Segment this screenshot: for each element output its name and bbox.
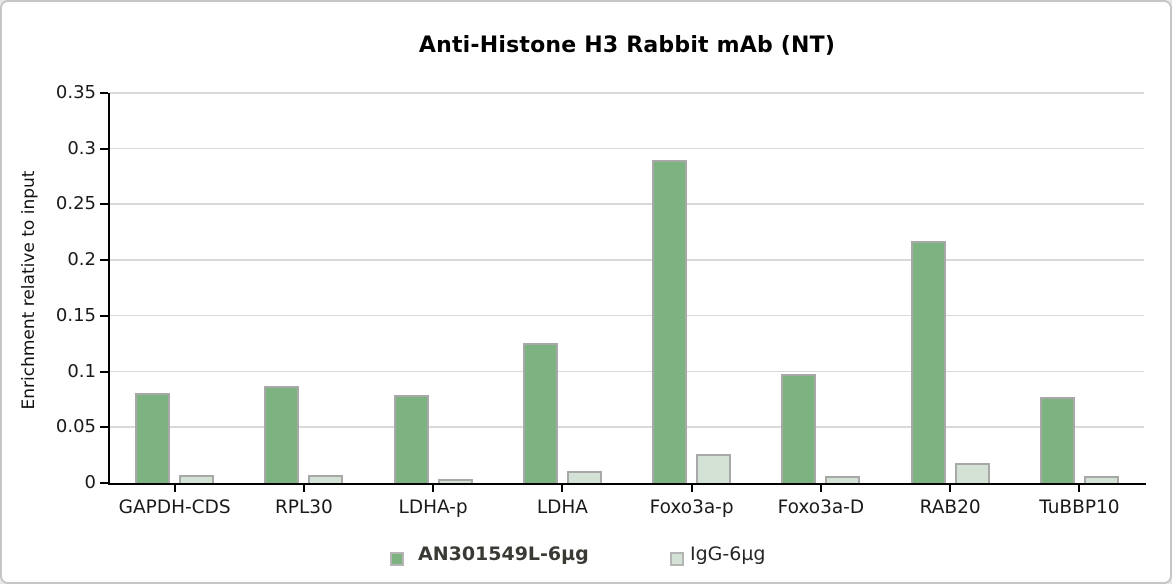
gridline bbox=[110, 92, 1144, 94]
x-category-label: TuBBP10 bbox=[1039, 497, 1120, 518]
y-tick-label: 0.25 bbox=[55, 193, 96, 215]
bar-an301549l bbox=[135, 392, 171, 483]
bar-an301549l bbox=[652, 159, 688, 483]
x-tick-mark bbox=[561, 485, 564, 492]
gridline bbox=[110, 370, 1144, 373]
y-tick-label: 0 bbox=[84, 472, 96, 493]
bar-igg bbox=[179, 475, 215, 483]
x-category-label: Foxo3a-D bbox=[777, 497, 865, 518]
y-tick-label: 0.3 bbox=[67, 137, 96, 159]
bar-igg bbox=[696, 454, 732, 483]
legend-label-igg: IgG-6µg bbox=[690, 543, 766, 565]
x-axis-line bbox=[108, 483, 1146, 485]
bar-igg bbox=[954, 462, 990, 483]
y-axis-line bbox=[108, 93, 110, 485]
bar-igg bbox=[308, 475, 344, 483]
y-tick-mark bbox=[100, 147, 108, 150]
legend-swatch-igg bbox=[670, 552, 684, 566]
bar-an301549l bbox=[264, 386, 300, 483]
y-tick-mark bbox=[100, 426, 108, 429]
y-tick-label: 0.2 bbox=[67, 249, 96, 271]
x-category-label: GAPDH-CDS bbox=[118, 497, 231, 518]
y-tick-label: 0.1 bbox=[67, 360, 96, 382]
gridline bbox=[110, 314, 1144, 317]
gridline bbox=[110, 147, 1144, 150]
bar-igg bbox=[437, 478, 473, 483]
x-tick-mark bbox=[302, 485, 305, 492]
y-tick-mark bbox=[100, 314, 108, 317]
x-category-label: Foxo3a-p bbox=[649, 497, 734, 518]
x-category-label: LDHA-p bbox=[398, 497, 468, 518]
x-category-label: RAB20 bbox=[919, 497, 981, 518]
gridline bbox=[110, 426, 1144, 428]
bar-igg bbox=[825, 476, 861, 483]
x-tick-mark bbox=[690, 485, 693, 492]
y-tick-label: 0.05 bbox=[55, 416, 96, 438]
chart-title: Anti-Histone H3 Rabbit mAb (NT) bbox=[418, 33, 836, 58]
legend-swatch-an301549l bbox=[390, 552, 404, 566]
y-tick-mark bbox=[100, 203, 108, 206]
bar-igg bbox=[1083, 476, 1119, 483]
y-tick-mark bbox=[100, 370, 108, 373]
x-category-label: LDHA bbox=[536, 497, 588, 518]
x-tick-mark bbox=[949, 485, 952, 492]
plot-area: 0 0.05 0.1 0.15 0.2 0.25 0.3 0.35 GAPDH-CDS RPL30… bbox=[56, 82, 1146, 518]
y-tick-mark bbox=[100, 259, 108, 262]
x-tick-mark bbox=[173, 485, 176, 492]
x-tick-mark bbox=[1078, 485, 1081, 492]
x-tick-mark bbox=[819, 485, 822, 492]
bar-an301549l bbox=[522, 342, 558, 483]
gridline bbox=[110, 259, 1144, 261]
bar-an301549l bbox=[393, 394, 429, 483]
gridline bbox=[110, 203, 1144, 205]
legend-label-an301549l: AN301549L-6µg bbox=[418, 543, 589, 565]
bar-an301549l bbox=[781, 373, 817, 483]
y-tick-label: 0.15 bbox=[55, 304, 96, 326]
y-tick-mark bbox=[100, 482, 108, 484]
y-tick-label: 0.35 bbox=[55, 82, 96, 103]
bar-igg bbox=[566, 470, 602, 483]
bar-an301549l bbox=[1039, 397, 1075, 483]
x-tick-mark bbox=[432, 485, 435, 492]
x-category-label: RPL30 bbox=[274, 497, 333, 518]
y-tick-mark bbox=[100, 92, 108, 94]
bar-an301549l bbox=[910, 241, 946, 483]
